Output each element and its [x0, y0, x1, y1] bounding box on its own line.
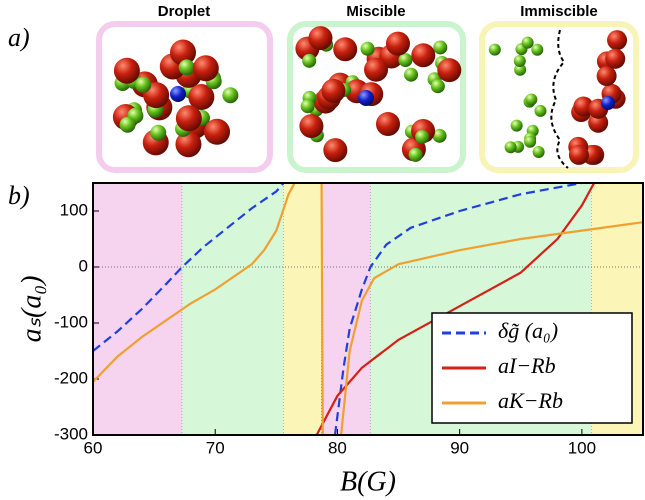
atom [321, 78, 346, 103]
atom [531, 43, 544, 56]
atom [568, 144, 589, 165]
atom [524, 135, 537, 148]
series-line [93, 183, 643, 435]
atom [437, 58, 462, 83]
region [93, 183, 183, 435]
atom [534, 104, 547, 117]
atom [510, 119, 523, 132]
atom [204, 118, 231, 145]
frame [92, 182, 644, 436]
atom [170, 86, 186, 102]
atom [525, 93, 538, 106]
legend-label: aI−Rb [498, 353, 556, 378]
atom [514, 63, 527, 76]
region [283, 183, 322, 435]
atom [521, 36, 534, 49]
y-tick-label: 100 [60, 200, 88, 219]
atom [415, 129, 430, 144]
x-tick-label: 80 [328, 438, 347, 457]
atom [433, 40, 448, 55]
legend-label: aK−Rb [498, 388, 563, 413]
atom [404, 67, 419, 82]
panel-label: b) [8, 181, 30, 210]
atom [385, 31, 410, 56]
atom [222, 87, 239, 104]
atom [605, 48, 626, 69]
atom [192, 55, 219, 82]
atom [113, 57, 140, 84]
atom [488, 43, 501, 56]
atom [170, 39, 197, 66]
atom [360, 41, 375, 56]
y-tick-label: -200 [54, 368, 88, 387]
x-tick-label: 60 [84, 438, 103, 457]
atom [411, 43, 436, 68]
atom [588, 112, 609, 133]
x-tick-label: 100 [568, 438, 596, 457]
atom [188, 84, 215, 111]
y-axis-label: aₛ(a₀) [16, 276, 47, 343]
plot: 60 70 80 90 100 -300 -200 -100 0 100 δg̃ (a₀) aI−Rb… [54, 182, 644, 457]
atom [607, 30, 628, 51]
atom [364, 57, 389, 82]
interface [550, 29, 569, 169]
atom [175, 105, 202, 132]
atom [601, 96, 615, 110]
region [182, 183, 284, 435]
atom [513, 54, 526, 67]
y-tick-label: -300 [54, 424, 88, 443]
atom [573, 96, 594, 117]
atom [333, 37, 358, 62]
atom [532, 145, 545, 158]
y-tick-label: -100 [54, 312, 88, 331]
atom [150, 124, 167, 141]
atom [596, 66, 617, 87]
panel-title: Miscible [346, 3, 405, 20]
atom [375, 112, 400, 137]
legend-label: δg̃ (a₀) [498, 318, 558, 343]
atom [119, 116, 136, 133]
series-line [93, 183, 583, 435]
atoms [112, 26, 628, 165]
x-tick-label: 70 [206, 438, 225, 457]
atom [398, 53, 413, 68]
atom [358, 90, 374, 106]
panel-title: Immiscible [520, 3, 598, 20]
atom [432, 128, 447, 143]
y-tick-label: 0 [79, 256, 88, 275]
atom [300, 99, 315, 114]
atom [308, 26, 333, 51]
atom [408, 147, 423, 162]
atom [302, 53, 317, 68]
atom [135, 76, 152, 93]
x-axis-label: B(G) [340, 466, 396, 497]
panel-title: Droplet [158, 3, 211, 20]
panel-label: a) [8, 23, 30, 52]
atom [299, 114, 324, 139]
atom [504, 141, 517, 154]
atom [178, 59, 195, 76]
x-tick-label: 90 [450, 438, 469, 457]
atom [430, 79, 445, 94]
atom [323, 138, 348, 163]
atom [175, 131, 202, 158]
